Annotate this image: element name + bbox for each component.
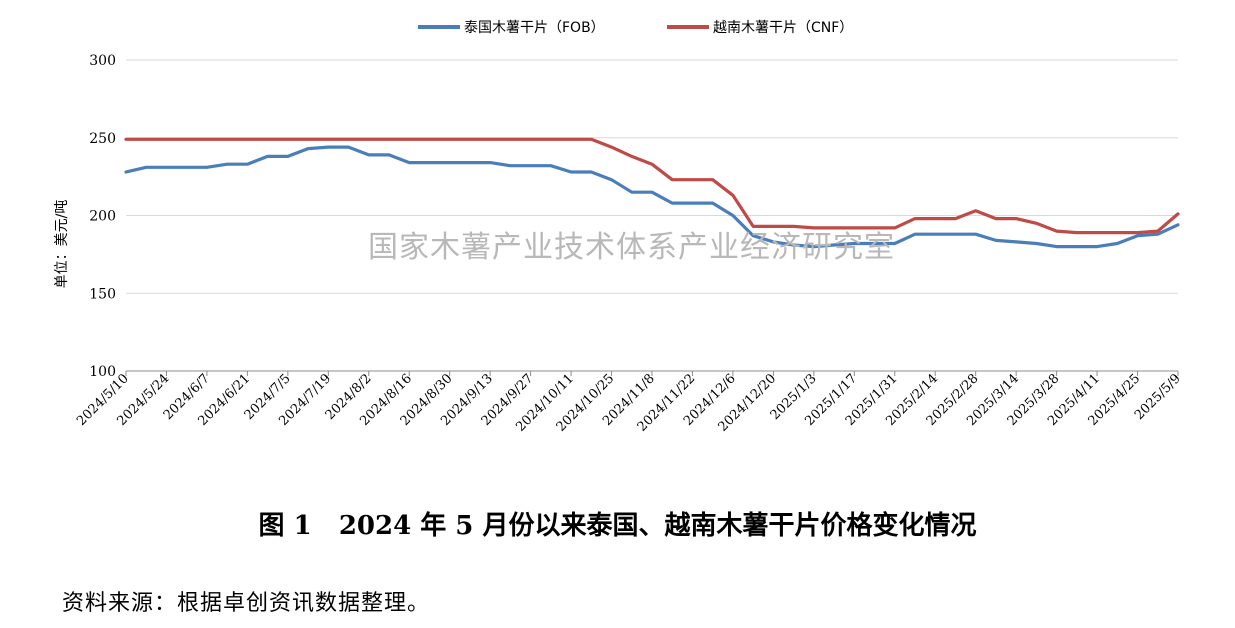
figure-caption: 图 1 2024 年 5 月份以来泰国、越南木薯干片价格变化情况: [258, 511, 977, 541]
legend-label-vietnam: 越南木薯干片（CNF）: [713, 20, 854, 36]
series-line-vietnam: [124, 137, 1180, 235]
legend-swatch-vietnam: [667, 25, 709, 29]
y-axis-label: 单位：美元/吨: [54, 199, 70, 289]
legend-item-thailand: 泰国木薯干片（FOB）: [418, 14, 605, 40]
watermark: 国家木薯产业技术体系产业经济研究室: [368, 230, 895, 265]
y-tick-label: 200: [89, 209, 116, 225]
series-line-thailand: [124, 145, 1180, 249]
legend-item-vietnam: 越南木薯干片（CNF）: [667, 14, 853, 40]
chart-area: 100 150 200 250 300 2024/5/10 2024/5/24 2024/6/…: [0, 14, 1235, 435]
line-chart: 1001502002503002024/5/102024/5/242024/6/…: [74, 53, 1184, 435]
legend-swatch-thailand: [418, 25, 460, 29]
legend: 泰国木薯干片（FOB） 越南木薯干片（CNF）: [0, 14, 1235, 40]
y-tick-label: 300: [89, 53, 116, 69]
y-tick-label: 150: [89, 286, 116, 302]
source-note: 资料来源：根据卓创资讯数据整理。: [62, 591, 431, 616]
legend-label-thailand: 泰国木薯干片（FOB）: [464, 20, 605, 36]
y-tick-label: 250: [89, 131, 116, 147]
y-tick-label: 100: [89, 364, 116, 380]
